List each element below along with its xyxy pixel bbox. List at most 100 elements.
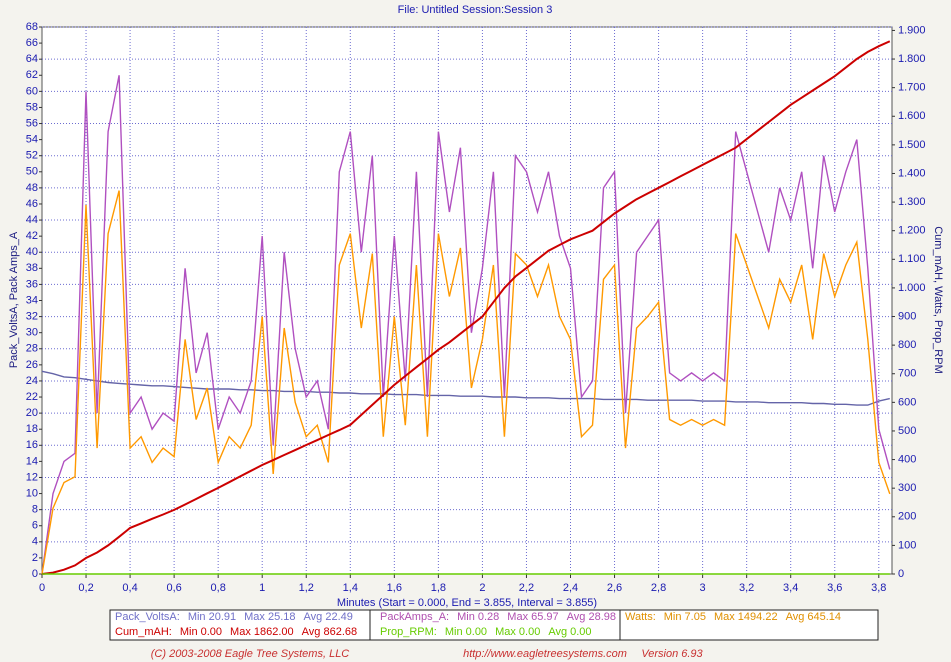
y2-tick-label: 700 (898, 368, 916, 380)
series-line (41, 75, 891, 575)
y2-tick-label: 1.000 (898, 282, 926, 294)
x-tick-label: 2 (479, 582, 485, 594)
y2-tick-label: 500 (898, 425, 916, 437)
x-tick-label: 2,8 (651, 582, 666, 594)
x-tick-label: 0 (39, 582, 45, 594)
y-tick-label: 22 (26, 391, 38, 403)
legend-stat: Max 25.18 (244, 611, 295, 623)
legend-entry: Cum_mAH: Min 0.00 Max 1862.00 Avg 862.68 (115, 626, 357, 638)
y-tick-label: 68 (26, 21, 38, 33)
x-tick-label: 3 (700, 582, 706, 594)
y2-tick-label: 200 (898, 511, 916, 523)
x-tick-label: 1,4 (343, 582, 358, 594)
y-tick-label: 46 (26, 198, 38, 210)
legend-stat: Avg 28.98 (567, 611, 616, 623)
y-tick-label: 16 (26, 439, 38, 451)
legend-entry: Prop_RPM: Min 0.00 Max 0.00 Avg 0.00 (380, 626, 592, 638)
legend-stat: Avg 22.49 (304, 611, 353, 623)
legend-stat: Max 0.00 (495, 626, 540, 638)
y-tick-label: 14 (26, 455, 38, 467)
y2-tick-label: 0 (898, 568, 904, 580)
legend-name: Watts: (625, 611, 656, 623)
series-line (41, 370, 890, 406)
y-axis-label: Pack_VoltsA, Pack Amps_A (8, 231, 20, 368)
y2-tick-label: 900 (898, 310, 916, 322)
y2-tick-label: 800 (898, 339, 916, 351)
legend-entry: Pack_VoltsA: Min 20.91 Max 25.18 Avg 22.49 (115, 611, 353, 623)
y-tick-label: 36 (26, 278, 38, 290)
y-tick-label: 8 (32, 504, 38, 516)
legend-stat: Avg 0.00 (548, 626, 591, 638)
legend-stat: Max 1494.22 (714, 611, 778, 623)
legend-name: PackAmps_A: (380, 611, 449, 623)
legend-stat: Max 1862.00 (230, 626, 294, 638)
x-tick-label: 2,4 (563, 582, 578, 594)
y-tick-label: 34 (26, 294, 38, 306)
y-tick-label: 48 (26, 182, 38, 194)
y2-tick-label: 100 (898, 539, 916, 551)
y-tick-label: 64 (26, 53, 38, 65)
x-tick-label: 3,4 (783, 582, 798, 594)
y-tick-label: 0 (32, 568, 38, 580)
y-tick-label: 18 (26, 423, 38, 435)
y2-tick-label: 1.300 (898, 196, 926, 208)
x-tick-label: 2,2 (519, 582, 534, 594)
x-tick-label: 1,2 (299, 582, 314, 594)
y2-tick-label: 1.500 (898, 139, 926, 151)
y-tick-label: 12 (26, 471, 38, 483)
y2-axis-label: Cum_mAH, Watts, Prop_RPM (932, 226, 944, 374)
legend-entry: PackAmps_A: Min 0.28 Max 65.97 Avg 28.98 (380, 611, 616, 623)
plot-area (41, 26, 893, 575)
x-tick-label: 3,2 (739, 582, 754, 594)
y2-tick-label: 400 (898, 453, 916, 465)
y-tick-label: 28 (26, 343, 38, 355)
x-tick-label: 1 (259, 582, 265, 594)
y-tick-label: 60 (26, 85, 38, 97)
x-tick-label: 3,8 (871, 582, 886, 594)
y-tick-label: 44 (26, 214, 38, 226)
y-tick-label: 50 (26, 166, 38, 178)
x-tick-label: 3,6 (827, 582, 842, 594)
series-line (41, 190, 891, 575)
y-tick-label: 30 (26, 327, 38, 339)
y2-tick-label: 1.900 (898, 24, 926, 36)
series-line (41, 40, 891, 575)
y-tick-label: 62 (26, 69, 38, 81)
legend-name: Pack_VoltsA: (115, 611, 180, 623)
legend-stat: Avg 862.68 (302, 626, 357, 638)
y2-tick-label: 1.200 (898, 225, 926, 237)
x-tick-label: 0,8 (211, 582, 226, 594)
x-axis-label: Minutes (Start = 0.000, End = 3.855, Int… (337, 597, 597, 609)
y2-tick-label: 1.100 (898, 253, 926, 265)
legend-box (109, 609, 879, 641)
y2-tick-label: 1.800 (898, 53, 926, 65)
x-tick-label: 1,8 (431, 582, 446, 594)
x-tick-label: 0,6 (166, 582, 181, 594)
x-tick-label: 2,6 (607, 582, 622, 594)
y-tick-label: 58 (26, 101, 38, 113)
y-tick-label: 66 (26, 37, 38, 49)
y-tick-label: 20 (26, 407, 38, 419)
y2-tick-label: 300 (898, 482, 916, 494)
x-tick-label: 0,2 (78, 582, 93, 594)
y-tick-label: 10 (26, 487, 38, 499)
y2-tick-label: 600 (898, 396, 916, 408)
y-tick-label: 32 (26, 310, 38, 322)
legend-name: Cum_mAH: (115, 626, 172, 638)
y-tick-label: 54 (26, 134, 38, 146)
website: http://www.eagletreesystems.com (463, 648, 627, 660)
x-tick-label: 1,6 (387, 582, 402, 594)
legend-name: Prop_RPM: (380, 626, 437, 638)
copyright: (C) 2003-2008 Eagle Tree Systems, LLC (151, 648, 350, 660)
y-tick-label: 40 (26, 246, 38, 258)
legend-stat: Min 7.05 (664, 611, 706, 623)
legend-stat: Min 0.00 (445, 626, 487, 638)
y-tick-label: 2 (32, 552, 38, 564)
y-tick-label: 26 (26, 359, 38, 371)
y2-tick-label: 1.400 (898, 167, 926, 179)
x-tick-label: 0,4 (122, 582, 137, 594)
y-tick-label: 42 (26, 230, 38, 242)
y-tick-label: 24 (26, 375, 38, 387)
legend-stat: Min 20.91 (188, 611, 236, 623)
